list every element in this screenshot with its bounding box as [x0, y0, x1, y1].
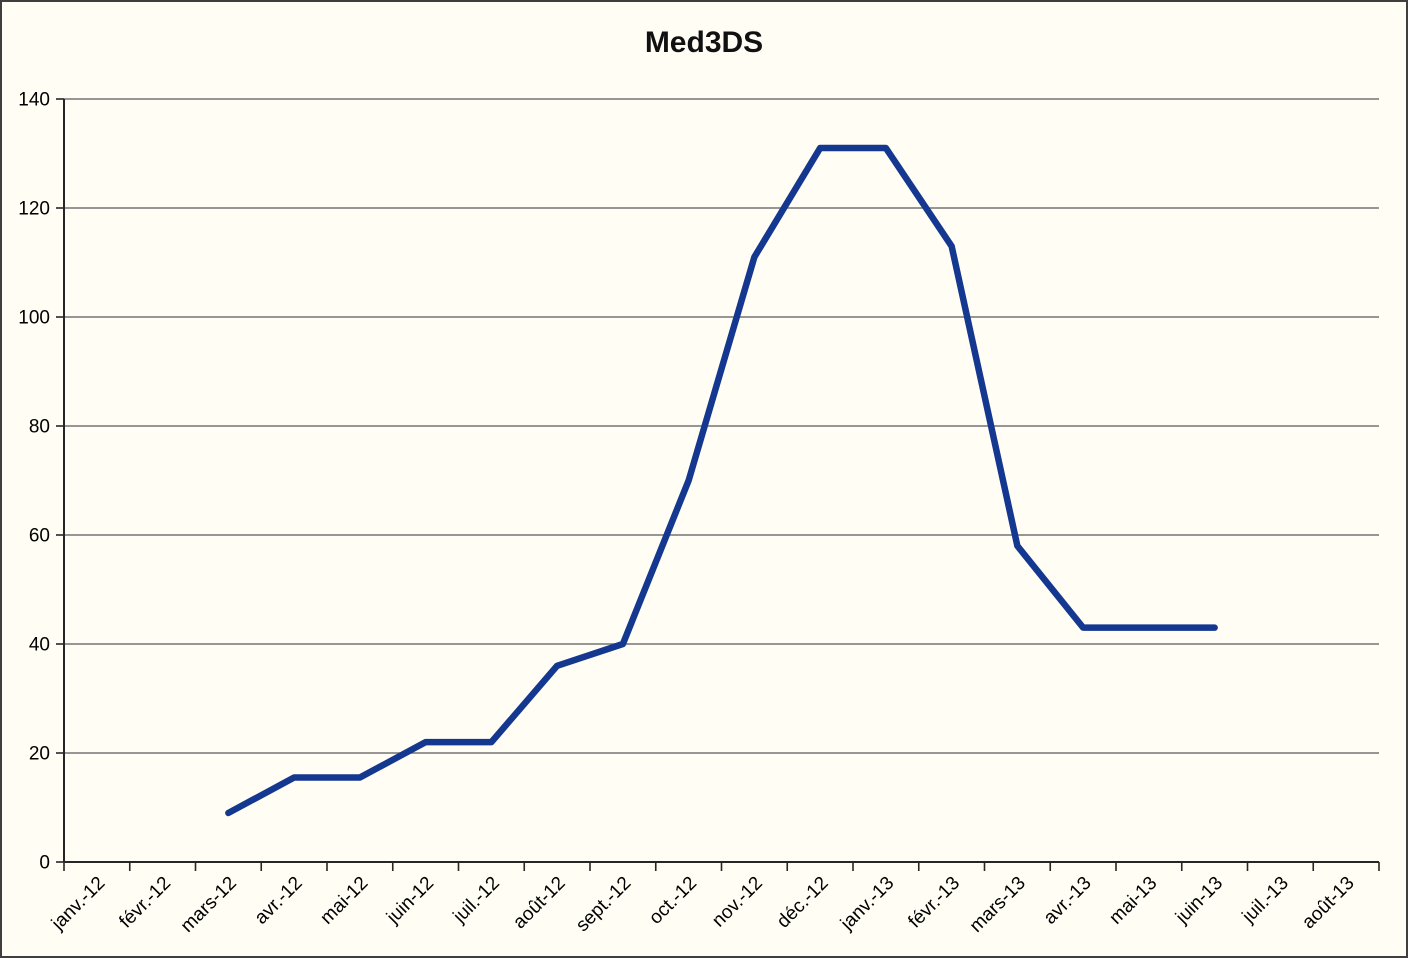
- x-axis-tick-label: sept.-12: [572, 873, 635, 936]
- y-axis-tick-label: 140: [18, 90, 50, 111]
- y-axis-tick-label: 80: [29, 417, 50, 438]
- y-axis-tick-label: 60: [29, 526, 50, 547]
- x-axis-tick-label: juin-12: [382, 873, 438, 929]
- x-axis-tick-label: oct.-12: [645, 873, 701, 929]
- y-axis-tick-label: 120: [18, 199, 50, 220]
- x-axis-tick-label: févr.-13: [904, 873, 964, 933]
- x-axis-tick-label: juin-13: [1171, 873, 1227, 929]
- x-axis-tick-label: janv.-12: [47, 873, 109, 935]
- x-axis-tick-label: déc.-12: [773, 873, 833, 933]
- x-axis-tick-label: avr.-12: [251, 873, 307, 929]
- x-axis-tick-label: mars-12: [177, 873, 241, 937]
- x-axis-tick-label: nov.-12: [708, 873, 767, 932]
- y-axis-tick-label: 20: [29, 744, 50, 765]
- series-line: [225, 144, 1218, 817]
- y-axis-tick-label: 0: [39, 853, 50, 874]
- x-axis-tick-label: août-12: [509, 873, 569, 933]
- x-axis-tick-label: mars-13: [966, 873, 1030, 937]
- x-axis-tick-label: janv.-13: [836, 873, 898, 935]
- chart-title: Med3DS: [644, 26, 764, 59]
- x-axis-tick-label: août-13: [1298, 873, 1358, 933]
- x-axis-tick-label: mai-12: [316, 873, 372, 929]
- x-axis-tick-label: févr.-12: [115, 873, 175, 933]
- x-axis-tick-label: juil.-13: [1238, 873, 1293, 928]
- y-axis-tick-label: 100: [18, 308, 50, 329]
- x-axis-tick-label: mai-13: [1105, 873, 1161, 929]
- x-axis-tick-label: juil.-12: [449, 873, 504, 928]
- y-axis-tick-label: 40: [29, 635, 50, 656]
- x-axis-tick-label: avr.-13: [1040, 873, 1096, 929]
